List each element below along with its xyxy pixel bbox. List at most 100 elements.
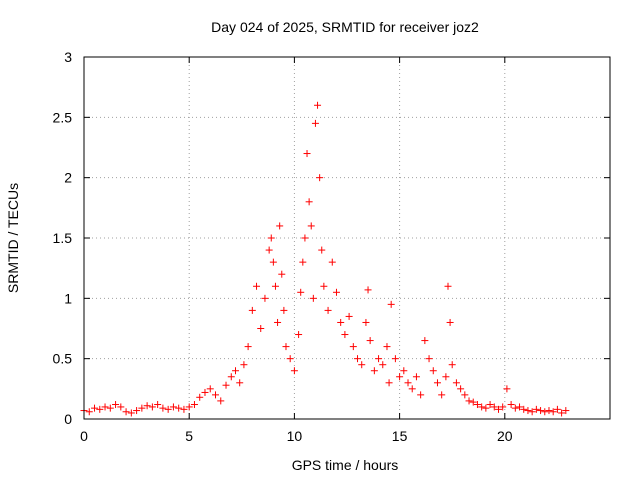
data-point — [320, 282, 328, 290]
data-point — [112, 401, 120, 409]
data-point — [452, 379, 460, 387]
data-point — [280, 306, 288, 314]
data-point — [244, 343, 252, 351]
data-point — [379, 361, 387, 369]
data-point — [532, 405, 540, 413]
data-point — [486, 401, 494, 409]
data-point — [265, 246, 273, 254]
data-point — [421, 337, 429, 345]
data-point — [278, 270, 286, 278]
data-point — [164, 405, 172, 413]
data-point — [482, 404, 490, 412]
data-point — [261, 294, 269, 302]
data-point — [328, 258, 336, 266]
data-point — [553, 405, 561, 413]
data-point — [349, 343, 357, 351]
data-point — [138, 404, 146, 412]
data-point — [332, 288, 340, 296]
x-tick-label: 15 — [392, 428, 408, 444]
data-point — [271, 282, 279, 290]
data-point — [314, 101, 322, 109]
data-point — [303, 150, 311, 158]
data-point — [276, 222, 284, 230]
data-point — [429, 367, 437, 375]
data-point — [299, 258, 307, 266]
data-point — [295, 331, 303, 339]
data-point — [190, 401, 198, 409]
grid-lines — [84, 57, 610, 419]
y-axis-label: SRMTID / TECUs — [5, 183, 21, 293]
data-point — [524, 407, 532, 415]
data-point — [206, 385, 214, 393]
data-point — [309, 294, 317, 302]
plot-frame — [83, 56, 611, 420]
data-point — [311, 119, 319, 127]
data-point — [169, 403, 177, 411]
data-point — [396, 373, 404, 381]
data-point — [507, 401, 515, 409]
axis-ticks: 0 0.5 1 1.5 2 2.5 3 0 5 10 15 20 — [53, 49, 610, 444]
data-point — [154, 401, 162, 409]
data-point — [180, 405, 188, 413]
data-point — [528, 408, 536, 416]
data-point — [117, 403, 125, 411]
data-point — [240, 361, 248, 369]
data-point — [290, 367, 298, 375]
data-point — [236, 379, 244, 387]
data-point — [541, 408, 549, 416]
data-point — [257, 325, 265, 332]
data-point — [520, 405, 528, 413]
data-point — [412, 373, 420, 381]
data-point — [282, 343, 290, 351]
data-point — [366, 337, 374, 345]
data-point — [358, 361, 366, 369]
data-point — [438, 391, 446, 399]
data-point — [337, 318, 345, 326]
y-tick-label: 2.5 — [53, 109, 73, 125]
data-point — [545, 407, 553, 415]
data-point — [217, 397, 225, 405]
x-tick-label: 5 — [185, 428, 193, 444]
data-point — [301, 234, 309, 242]
data-point — [274, 318, 282, 326]
data-point — [248, 306, 256, 314]
y-tick-label: 3 — [64, 49, 72, 65]
data-point — [341, 331, 349, 339]
data-point — [444, 282, 452, 290]
data-point — [185, 403, 193, 411]
y-tick-label: 1 — [64, 290, 72, 306]
data-point — [143, 402, 151, 410]
data-point — [457, 385, 465, 393]
data-point — [364, 286, 372, 294]
data-point — [106, 404, 114, 412]
data-point — [286, 355, 294, 363]
data-point — [387, 300, 395, 308]
x-tick-label: 0 — [80, 428, 88, 444]
data-point — [148, 403, 156, 411]
data-point — [465, 397, 473, 405]
data-point — [91, 404, 99, 412]
data-point — [196, 393, 204, 401]
data-points — [80, 101, 570, 417]
data-point — [345, 312, 353, 320]
data-point — [175, 404, 183, 412]
data-point — [490, 403, 498, 411]
data-point — [318, 246, 326, 254]
x-tick-label: 20 — [497, 428, 513, 444]
data-point — [267, 234, 275, 242]
data-point — [385, 379, 393, 387]
data-point — [354, 355, 362, 363]
data-point — [446, 318, 454, 326]
y-tick-label: 1.5 — [53, 230, 73, 246]
data-point — [562, 407, 570, 415]
data-point — [494, 405, 502, 413]
data-point — [133, 407, 141, 415]
data-point — [391, 355, 399, 363]
data-point — [375, 355, 383, 363]
data-point — [417, 391, 425, 399]
x-tick-label: 10 — [287, 428, 303, 444]
data-point — [448, 361, 456, 369]
y-tick-label: 2 — [64, 170, 72, 186]
chart-title: Day 024 of 2025, SRMTID for receiver joz… — [211, 19, 479, 35]
